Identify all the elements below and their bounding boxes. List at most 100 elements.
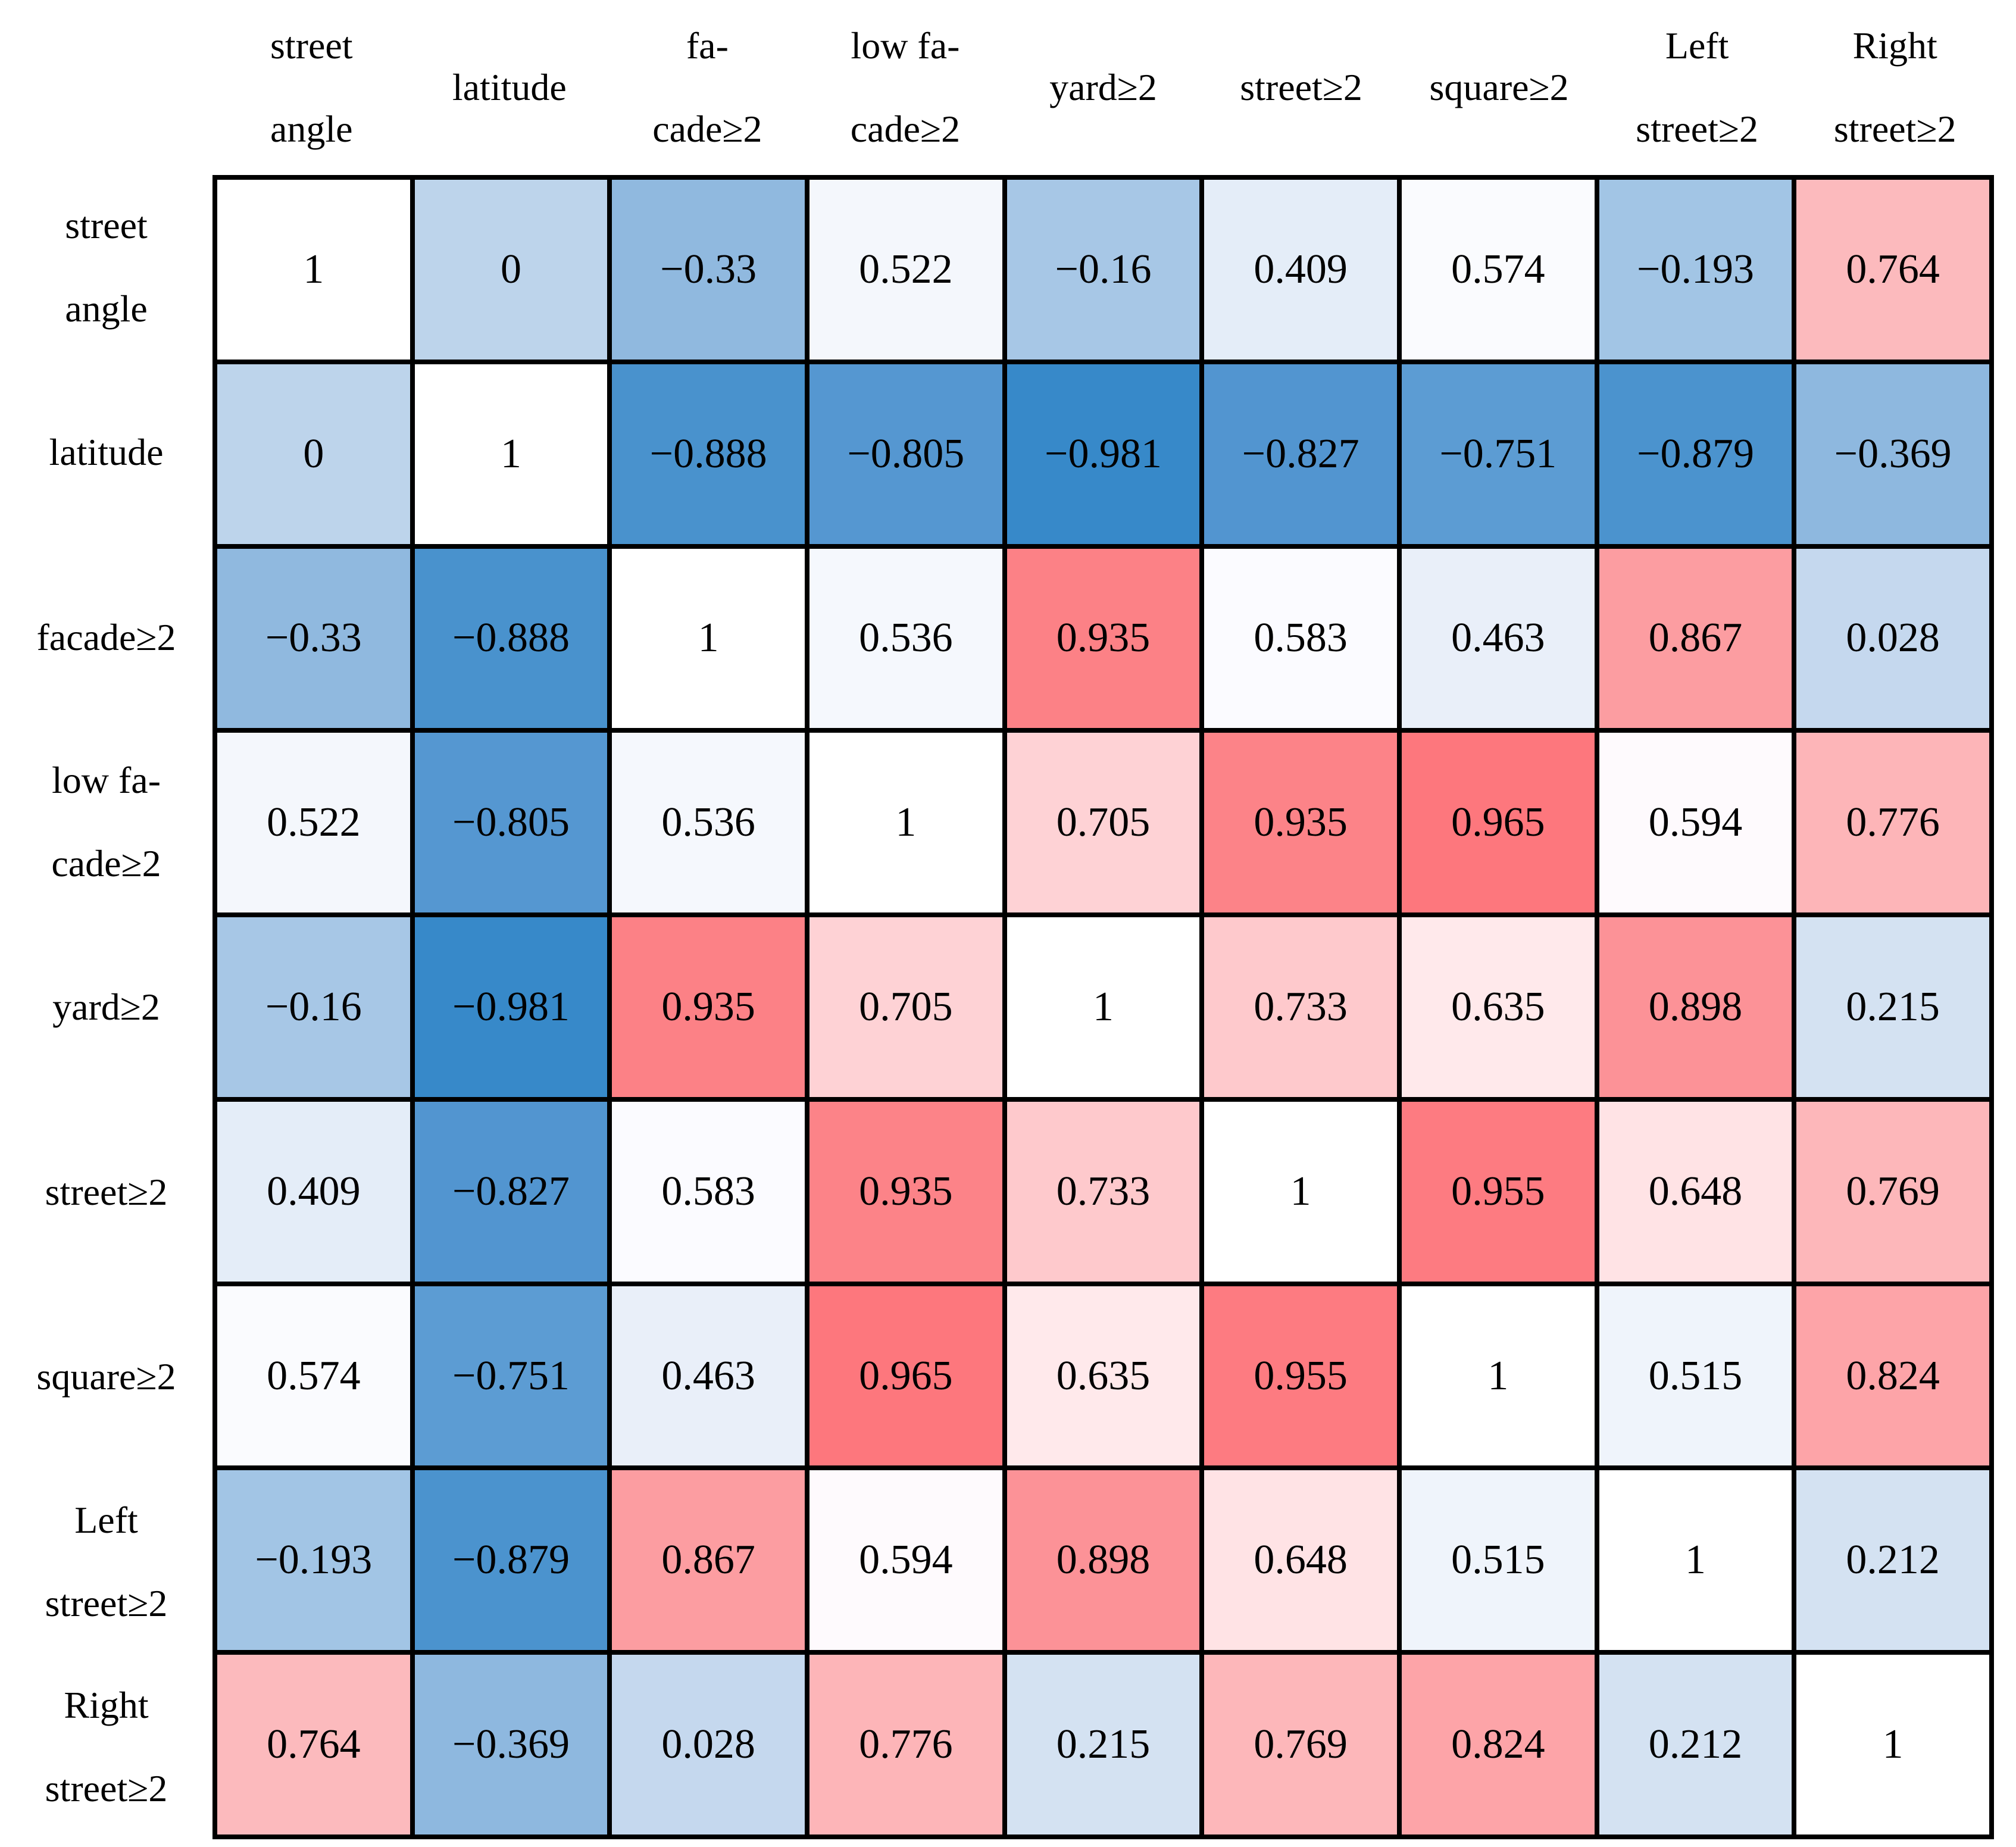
matrix-cell-r2c5: −0.981 xyxy=(1007,364,1200,544)
matrix-cell-r4c9: 0.776 xyxy=(1796,733,1989,913)
row-header-label-line: square≥2 xyxy=(36,1355,176,1398)
row-header-label-line: Right xyxy=(64,1683,149,1726)
matrix-cell-r6c5: 0.733 xyxy=(1007,1101,1200,1282)
matrix-cell-r1c5: −0.16 xyxy=(1007,180,1200,360)
column-header-label-line: low fa- xyxy=(851,24,960,67)
matrix-cell-r5c8: 0.898 xyxy=(1599,917,1792,1097)
row-header-label-line: street≥2 xyxy=(45,1170,168,1213)
matrix-cell-r8c3: 0.867 xyxy=(612,1470,805,1651)
matrix-cell-r3c6: 0.583 xyxy=(1204,548,1397,729)
matrix-cell-r2c8: −0.879 xyxy=(1599,364,1792,544)
matrix-cell-r8c2: −0.879 xyxy=(414,1470,608,1651)
matrix-cell-r9c7: 0.824 xyxy=(1401,1655,1595,1835)
matrix-cell-r5c4: 0.705 xyxy=(809,917,1002,1097)
matrix-cell-r6c3: 0.583 xyxy=(612,1101,805,1282)
column-header-street-ge-2: street≥2 xyxy=(1202,0,1401,175)
matrix-cell-r1c7: 0.574 xyxy=(1401,180,1595,360)
matrix-cell-r3c8: 0.867 xyxy=(1599,548,1792,729)
matrix-cell-r4c7: 0.965 xyxy=(1401,733,1595,913)
matrix-cell-r1c4: 0.522 xyxy=(809,180,1002,360)
matrix-cell-r1c1: 1 xyxy=(217,180,410,360)
row-header-label-line: yard≥2 xyxy=(52,985,160,1028)
matrix-cell-r9c8: 0.212 xyxy=(1599,1655,1792,1835)
heatmap-grid: 1 0 −0.33 0.522 −0.16 0.409 0.574 −0.193 0.764 0 1… xyxy=(212,175,1994,1839)
row-header-low-facade-ge-2: low fa-cade≥2 xyxy=(0,730,212,915)
matrix-cell-r2c1: 0 xyxy=(217,364,410,544)
column-header-label-line: street xyxy=(270,24,353,67)
matrix-cell-r1c8: −0.193 xyxy=(1599,180,1792,360)
matrix-cell-r3c5: 0.935 xyxy=(1007,548,1200,729)
row-header-street-ge-2: street≥2 xyxy=(0,1099,212,1285)
matrix-cell-r6c6: 1 xyxy=(1204,1101,1397,1282)
matrix-cell-r4c4: 1 xyxy=(809,733,1002,913)
matrix-cell-r3c7: 0.463 xyxy=(1401,548,1595,729)
matrix-cell-r7c5: 0.635 xyxy=(1007,1286,1200,1466)
matrix-cell-r7c6: 0.955 xyxy=(1204,1286,1397,1466)
column-header-label-line: street≥2 xyxy=(1636,108,1759,150)
row-header-right-street-ge-2: Right street≥2 xyxy=(0,1654,212,1839)
column-header-label-line: street≥2 xyxy=(1240,66,1362,108)
matrix-cell-r8c4: 0.594 xyxy=(809,1470,1002,1651)
column-header-label-line: yard≥2 xyxy=(1049,66,1157,108)
matrix-cell-r5c2: −0.981 xyxy=(414,917,608,1097)
matrix-cell-r9c4: 0.776 xyxy=(809,1655,1002,1835)
matrix-cell-r7c4: 0.965 xyxy=(809,1286,1002,1466)
matrix-cell-r1c9: 0.764 xyxy=(1796,180,1989,360)
matrix-cell-r8c9: 0.212 xyxy=(1796,1470,1989,1651)
row-header-label-line: Left xyxy=(74,1498,138,1541)
column-header-right-street-ge-2: Right street≥2 xyxy=(1796,0,1994,175)
column-header-label-line: square≥2 xyxy=(1429,66,1569,108)
column-header-label-line: street≥2 xyxy=(1833,108,1956,150)
matrix-cell-r2c9: −0.369 xyxy=(1796,364,1989,544)
matrix-cell-r6c2: −0.827 xyxy=(414,1101,608,1282)
matrix-cell-r6c1: 0.409 xyxy=(217,1101,410,1282)
row-header-square-ge-2: square≥2 xyxy=(0,1285,212,1470)
matrix-cell-r2c7: −0.751 xyxy=(1401,364,1595,544)
matrix-cell-r9c1: 0.764 xyxy=(217,1655,410,1835)
matrix-cell-r5c3: 0.935 xyxy=(612,917,805,1097)
row-header-street-angle: street angle xyxy=(0,175,212,360)
matrix-cell-r6c4: 0.935 xyxy=(809,1101,1002,1282)
column-header-yard-ge-2: yard≥2 xyxy=(1004,0,1202,175)
matrix-cell-r9c2: −0.369 xyxy=(414,1655,608,1835)
matrix-cell-r1c6: 0.409 xyxy=(1204,180,1397,360)
matrix-cell-r7c9: 0.824 xyxy=(1796,1286,1989,1466)
matrix-cell-r7c3: 0.463 xyxy=(612,1286,805,1466)
matrix-cell-r8c5: 0.898 xyxy=(1007,1470,1200,1651)
column-header-latitude: latitude xyxy=(411,0,609,175)
matrix-cell-r5c1: −0.16 xyxy=(217,917,410,1097)
row-header-label-line: angle xyxy=(65,287,148,330)
matrix-cell-r5c7: 0.635 xyxy=(1401,917,1595,1097)
row-header-label-line: street≥2 xyxy=(45,1767,168,1810)
column-header-square-ge-2: square≥2 xyxy=(1400,0,1598,175)
matrix-cell-r7c8: 0.515 xyxy=(1599,1286,1792,1466)
matrix-cell-r9c6: 0.769 xyxy=(1204,1655,1397,1835)
matrix-cell-r6c8: 0.648 xyxy=(1599,1101,1792,1282)
column-header-label-line: Left xyxy=(1665,24,1729,67)
matrix-cell-r4c3: 0.536 xyxy=(612,733,805,913)
row-header-label-line: street xyxy=(65,204,148,247)
column-header-label-line: fa- xyxy=(686,24,729,67)
matrix-cell-r3c4: 0.536 xyxy=(809,548,1002,729)
matrix-cell-r4c6: 0.935 xyxy=(1204,733,1397,913)
column-header-label-line: angle xyxy=(270,108,353,150)
matrix-cell-r5c6: 0.733 xyxy=(1204,917,1397,1097)
matrix-cell-r8c7: 0.515 xyxy=(1401,1470,1595,1651)
matrix-cell-r8c8: 1 xyxy=(1599,1470,1792,1651)
column-header-row: street angle latitude fa-cade≥2 low fa-cade≥… xyxy=(212,0,1994,175)
row-header-label-line: low fa- xyxy=(51,759,161,802)
matrix-cell-r2c3: −0.888 xyxy=(612,364,805,544)
matrix-cell-r9c5: 0.215 xyxy=(1007,1655,1200,1835)
column-header-low-facade-ge-2: low fa-cade≥2 xyxy=(807,0,1005,175)
matrix-cell-r2c4: −0.805 xyxy=(809,364,1002,544)
column-header-label-line: Right xyxy=(1852,24,1937,67)
matrix-cell-r2c2: 1 xyxy=(414,364,608,544)
matrix-cell-r4c1: 0.522 xyxy=(217,733,410,913)
matrix-cell-r5c5: 1 xyxy=(1007,917,1200,1097)
matrix-cell-r4c5: 0.705 xyxy=(1007,733,1200,913)
row-header-label-line: cade≥2 xyxy=(51,842,161,885)
matrix-cell-r7c7: 1 xyxy=(1401,1286,1595,1466)
row-header-yard-ge-2: yard≥2 xyxy=(0,915,212,1100)
matrix-cell-r4c8: 0.594 xyxy=(1599,733,1792,913)
